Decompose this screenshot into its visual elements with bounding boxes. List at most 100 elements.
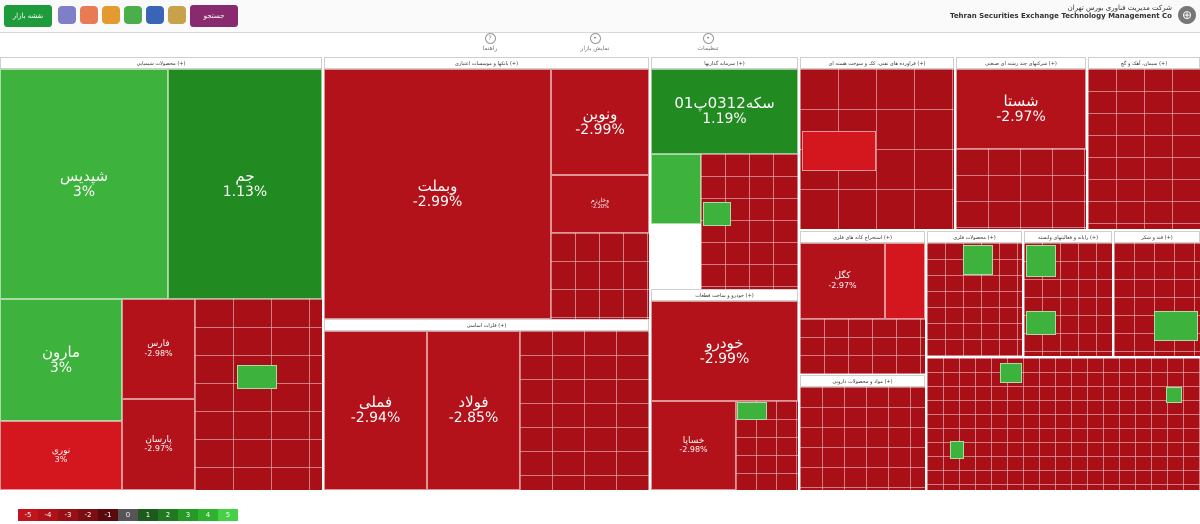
sector-header[interactable]: محصولات شیمیایی (+) bbox=[0, 57, 322, 69]
legend-swatch: -4 bbox=[38, 509, 58, 521]
tile-maroon[interactable]: مارون 3% bbox=[0, 299, 122, 421]
legend-swatch: -5 bbox=[18, 509, 38, 521]
sector-cement: سیمان، آهک و گچ (+) bbox=[1088, 57, 1200, 229]
subtool-label: راهنما bbox=[482, 45, 498, 52]
sector-header[interactable]: محصولات فلزی (+) bbox=[927, 231, 1022, 243]
tile-auto-green[interactable] bbox=[737, 402, 767, 420]
tile-vkhark[interactable]: وخارزم -2.20% bbox=[551, 175, 649, 233]
small-tiles-banks[interactable] bbox=[551, 233, 649, 319]
tile-change: -2.98% bbox=[679, 445, 708, 455]
tile-symbol: نوری bbox=[51, 445, 71, 456]
tile-small-green[interactable] bbox=[237, 365, 277, 389]
subtool-settings[interactable]: • تنظیمات bbox=[678, 33, 738, 52]
clock-icon[interactable] bbox=[58, 6, 76, 24]
tile-symbol: پارسان bbox=[145, 434, 172, 445]
tile-small-green-c[interactable] bbox=[1166, 387, 1182, 403]
small-tiles-pharma[interactable] bbox=[800, 387, 925, 490]
color-legend: -5 -4 -3 -2 -1 0 1 2 3 4 5 bbox=[18, 509, 238, 521]
tile-computing-green-2[interactable] bbox=[1026, 311, 1056, 335]
tile-symbol: مارون bbox=[41, 342, 81, 361]
tile-kgol[interactable]: کگل -2.97% bbox=[800, 243, 885, 319]
tile-symbol: شپدیس bbox=[59, 166, 109, 185]
small-tiles-oil[interactable] bbox=[800, 69, 954, 229]
legend-swatch: 3 bbox=[178, 509, 198, 521]
brand: شرکت مدیریت فناوری بورس تهران Tehran Sec… bbox=[950, 4, 1172, 20]
tile-vbmellat[interactable]: وبملت -2.99% bbox=[324, 69, 551, 319]
tile-symbol: فملی bbox=[358, 393, 393, 412]
tile-computing-green[interactable] bbox=[1026, 245, 1056, 277]
tile-change: -2.99% bbox=[575, 121, 625, 138]
sector-header[interactable]: شرکتهای چند رشته ای صنعتی (+) bbox=[956, 57, 1086, 69]
tile-oil-red[interactable] bbox=[802, 131, 876, 171]
tile-fameli[interactable]: فملی -2.94% bbox=[324, 331, 427, 490]
sector-auto: خودرو و ساخت قطعات (+) خودرو -2.99% خساپا… bbox=[651, 289, 798, 490]
tile-foolad[interactable]: فولاد -2.85% bbox=[427, 331, 520, 490]
legend-swatch: 4 bbox=[198, 509, 218, 521]
sector-computing: رایانه و فعالیتهای وابسته (+) bbox=[1024, 231, 1112, 356]
tile-sugar-green[interactable] bbox=[1154, 311, 1198, 341]
tile-fars[interactable]: فارس -2.98% bbox=[122, 299, 195, 399]
sector-header[interactable]: فراورده های نفتی، کک و سوخت هسته ای (+) bbox=[800, 57, 954, 69]
small-tiles-mining[interactable] bbox=[800, 319, 925, 374]
tile-mining-red[interactable] bbox=[885, 243, 925, 319]
tile-parsan[interactable]: پارسان -2.97% bbox=[122, 399, 195, 490]
tile-symbol: جم bbox=[235, 166, 255, 185]
sector-header[interactable]: سیمان، آهک و گچ (+) bbox=[1088, 57, 1200, 69]
note-icon[interactable] bbox=[168, 6, 186, 24]
small-tiles-auto[interactable] bbox=[736, 401, 798, 490]
search-icon[interactable] bbox=[124, 6, 142, 24]
subtool-label: تنظیمات bbox=[697, 45, 719, 52]
sector-header[interactable]: خودرو و ساخت قطعات (+) bbox=[651, 289, 798, 301]
tile-change: 3% bbox=[72, 183, 96, 200]
tile-metal-green[interactable] bbox=[963, 245, 993, 275]
tile-jam[interactable]: جم 1.13% bbox=[168, 69, 322, 299]
sector-metal-products: محصولات فلزی (+) bbox=[927, 231, 1022, 356]
sector-header[interactable]: قند و شکر (+) bbox=[1114, 231, 1200, 243]
small-tiles-metals[interactable] bbox=[520, 331, 649, 490]
market-map-button[interactable]: نقشه بازار bbox=[4, 5, 52, 27]
tile-shasta[interactable]: شستا -2.97% bbox=[956, 69, 1086, 149]
tile-khodro[interactable]: خودرو -2.99% bbox=[651, 301, 798, 401]
subtool-view[interactable]: • نمایش بازار bbox=[565, 33, 625, 52]
small-tiles-multi[interactable] bbox=[956, 149, 1086, 229]
tile-vnovin[interactable]: ونوین -2.99% bbox=[551, 69, 649, 175]
tile-change: 3% bbox=[49, 359, 73, 376]
cart-icon[interactable] bbox=[102, 6, 120, 24]
tile-change: -2.20% bbox=[591, 203, 609, 210]
sector-header[interactable]: بانکها و موسسات اعتباری (+) bbox=[324, 57, 649, 69]
sector-basic-metals: فلزات اساسی (+) فملی -2.94% فولاد -2.85% bbox=[324, 319, 649, 490]
subtool-label: نمایش بازار bbox=[580, 45, 610, 52]
tile-symbol: فارس bbox=[147, 339, 170, 350]
tile-khsapa[interactable]: خساپا -2.98% bbox=[651, 401, 736, 490]
small-tiles-cement[interactable] bbox=[1088, 69, 1200, 229]
sector-header[interactable]: رایانه و فعالیتهای وابسته (+) bbox=[1024, 231, 1112, 243]
sector-header[interactable]: فلزات اساسی (+) bbox=[324, 319, 649, 331]
tile-small-green-a[interactable] bbox=[1000, 363, 1022, 383]
sector-header[interactable]: استخراج کانه های فلزی (+) bbox=[800, 231, 925, 243]
tile-symbol: خساپا bbox=[682, 435, 705, 446]
tile-invest-green-2[interactable] bbox=[703, 202, 731, 226]
help-icon: ? bbox=[484, 33, 496, 44]
sector-oil: فراورده های نفتی، کک و سوخت هسته ای (+) bbox=[800, 57, 954, 229]
small-tiles-investment[interactable] bbox=[701, 154, 798, 289]
sector-header[interactable]: مواد و محصولات دارویی (+) bbox=[800, 375, 925, 387]
eye-icon: • bbox=[589, 33, 601, 44]
tile-nori[interactable]: نوری 3% bbox=[0, 421, 122, 490]
home-icon[interactable] bbox=[80, 6, 98, 24]
tile-shapdis[interactable]: شپدیس 3% bbox=[0, 69, 168, 299]
legend-swatch: 2 bbox=[158, 509, 178, 521]
small-sectors-grid[interactable] bbox=[927, 358, 1200, 490]
small-tiles-chemical[interactable] bbox=[195, 299, 322, 490]
tile-change: -2.97% bbox=[996, 108, 1046, 125]
legend-swatch: 0 bbox=[118, 509, 138, 521]
tile-small-green-b[interactable] bbox=[950, 441, 964, 459]
logo-icon: ⊕ bbox=[1178, 6, 1196, 24]
legend-swatch: -3 bbox=[58, 509, 78, 521]
search-button[interactable]: جستجو bbox=[190, 5, 238, 27]
sector-header[interactable]: سرمایه گذاریها (+) bbox=[651, 57, 798, 69]
tile-sekeh[interactable]: سکه0312پ01 1.19% bbox=[651, 69, 798, 154]
tile-invest-green[interactable] bbox=[651, 154, 701, 224]
sector-mining: استخراج کانه های فلزی (+) کگل -2.97% bbox=[800, 231, 925, 374]
subtool-help[interactable]: ? راهنما bbox=[460, 33, 520, 52]
book-icon[interactable] bbox=[146, 6, 164, 24]
